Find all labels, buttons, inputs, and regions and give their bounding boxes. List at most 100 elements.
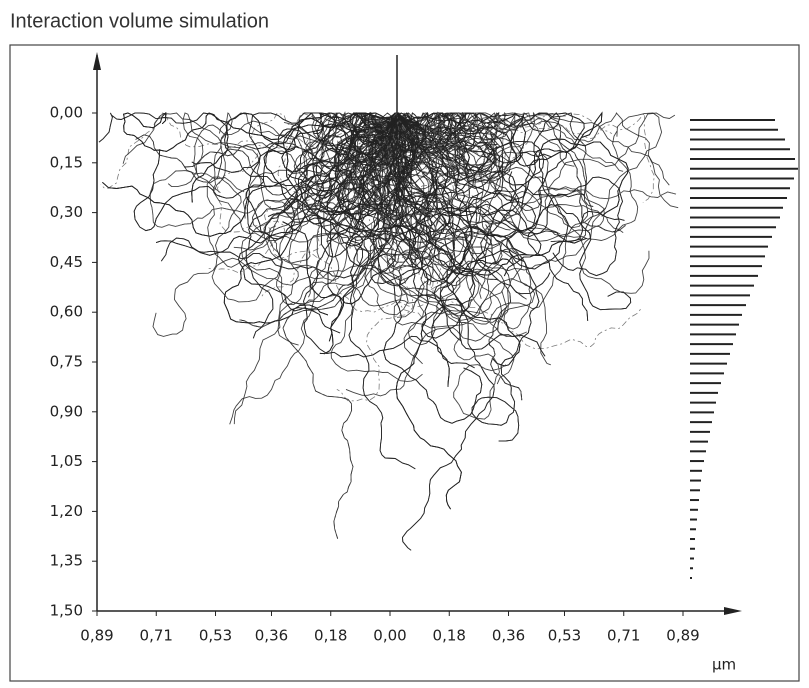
trajectory <box>345 112 425 241</box>
trajectory <box>123 111 396 152</box>
trajectory <box>208 112 396 273</box>
trajectory <box>191 112 397 221</box>
x-arrow <box>724 607 742 615</box>
trajectory <box>395 112 632 311</box>
trajectory <box>323 112 507 337</box>
y-tick-label: 1,05 <box>50 452 83 470</box>
trajectory <box>246 112 413 247</box>
trajectory <box>396 112 527 256</box>
trajectory <box>391 112 540 442</box>
trajectory <box>395 112 521 124</box>
trajectory <box>245 112 401 339</box>
trajectory <box>397 112 625 270</box>
x-tick-label: 0,89 <box>666 627 699 645</box>
frame <box>9 44 800 682</box>
trajectory <box>353 112 677 256</box>
trajectory <box>390 112 663 272</box>
trajectory <box>367 112 502 190</box>
trajectory <box>133 112 397 232</box>
trajectory <box>380 112 419 158</box>
trajectory <box>315 112 396 217</box>
trajectory <box>102 112 399 237</box>
trajectory <box>239 112 400 328</box>
x-tick-label: 0,36 <box>255 627 288 645</box>
trajectory <box>369 112 517 220</box>
trajectory <box>326 112 397 242</box>
x-tick-label: 0,00 <box>373 627 406 645</box>
trajectory <box>398 112 676 229</box>
trajectory <box>388 112 613 199</box>
trajectory <box>367 111 459 175</box>
trajectory <box>395 112 496 173</box>
x-tick-label: 0,71 <box>140 627 173 645</box>
y-tick-label: 0,90 <box>50 402 83 420</box>
trajectory <box>152 112 399 337</box>
trajectory <box>245 112 399 232</box>
x-tick-label: 0,53 <box>548 627 581 645</box>
trajectory <box>242 112 400 219</box>
trajectory <box>378 112 527 300</box>
trajectory <box>392 112 532 330</box>
trajectory <box>395 111 639 241</box>
trajectory <box>345 112 432 287</box>
trajectory <box>267 112 397 217</box>
trajectory <box>396 111 623 277</box>
trajectory <box>135 112 396 196</box>
x-tick-label: 0,53 <box>199 627 232 645</box>
trajectory <box>287 112 424 197</box>
y-tick-label: 1,35 <box>50 552 83 570</box>
trajectory <box>155 112 400 256</box>
y-tick-label: 1,50 <box>50 602 83 620</box>
y-tick-label: 0,60 <box>50 303 83 321</box>
trajectory <box>383 112 523 401</box>
trajectory <box>282 112 430 305</box>
trajectory <box>332 112 607 325</box>
x-tick-label: 0,71 <box>607 627 640 645</box>
x-unit: μm <box>712 656 736 674</box>
trajectory <box>191 112 401 212</box>
x-tick-label: 0,18 <box>433 627 466 645</box>
y-arrow <box>93 52 101 70</box>
trajectory <box>238 112 400 334</box>
y-tick-label: 0,15 <box>50 153 83 171</box>
trajectory <box>397 112 499 147</box>
trajectory <box>395 111 655 203</box>
y-tick-label: 1,20 <box>50 502 83 520</box>
trajectory <box>330 112 423 382</box>
y-tick-label: 0,00 <box>50 104 83 122</box>
trajectory <box>384 112 545 271</box>
trajectory <box>382 112 642 350</box>
trajectory <box>301 112 400 225</box>
trajectory <box>98 112 405 187</box>
trajectory <box>316 112 416 470</box>
trajectory <box>327 112 400 260</box>
trajectories <box>98 111 679 551</box>
trajectory <box>327 112 400 342</box>
trajectory <box>377 112 546 357</box>
x-tick-label: 0,36 <box>492 627 525 645</box>
y-tick-label: 0,75 <box>50 353 83 371</box>
trajectory <box>223 112 398 324</box>
trajectory <box>398 112 589 321</box>
trajectory <box>396 111 603 211</box>
trajectory <box>360 112 521 367</box>
trajectory <box>349 112 512 249</box>
trajectory <box>397 112 492 152</box>
x-tick-label: 0,89 <box>80 627 113 645</box>
trajectory <box>395 112 650 294</box>
trajectory <box>263 112 527 337</box>
trajectory <box>395 112 470 387</box>
trajectory <box>376 112 483 424</box>
chart-title: Interaction volume simulation <box>10 10 269 32</box>
trajectory <box>389 112 504 189</box>
y-tick-label: 0,30 <box>50 203 83 221</box>
trajectory <box>397 112 466 342</box>
x-tick-label: 0,18 <box>314 627 347 645</box>
trajectory <box>160 112 398 279</box>
trajectory <box>391 112 526 274</box>
trajectory <box>393 112 587 276</box>
trajectory <box>284 112 439 258</box>
y-tick-label: 0,45 <box>50 253 83 271</box>
trajectory <box>282 112 418 539</box>
